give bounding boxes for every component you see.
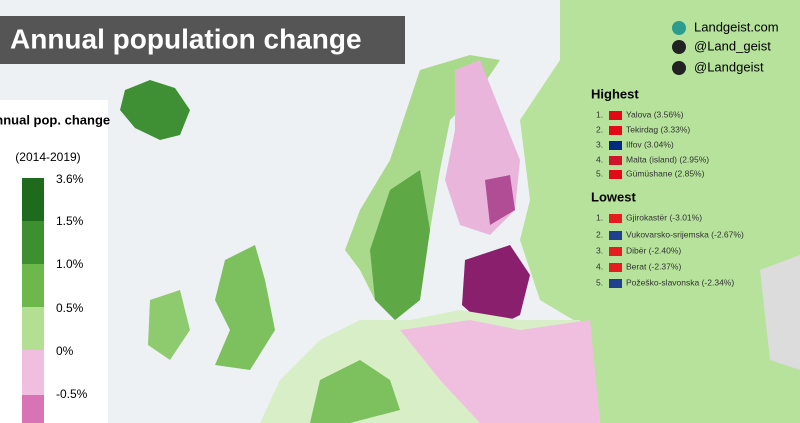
legend-swatch (22, 221, 44, 264)
sweden-south (370, 170, 430, 320)
rank: 1. (596, 212, 603, 222)
rank: 4. (596, 154, 603, 164)
legend-swatch (22, 178, 44, 221)
flag (609, 126, 622, 135)
flag (609, 111, 622, 120)
russia (520, 0, 800, 423)
item-label: Vukovarsko-srijemska (-2.67%) (626, 229, 744, 239)
title: Annual population change (10, 23, 362, 54)
item-label: Gümüshane (2.85%) (626, 168, 705, 178)
legend-label: 3.6% (56, 172, 84, 186)
social-icon (672, 40, 686, 54)
item-label: Malta (island) (2.95%) (626, 154, 709, 164)
legend-panel (0, 100, 108, 423)
flag (609, 247, 622, 256)
flag (609, 263, 622, 272)
rank: 3. (596, 139, 603, 149)
legend-swatch (22, 307, 44, 350)
rank: 3. (596, 245, 603, 255)
legend-swatch (22, 350, 44, 395)
item-label: Gjirokastër (-3.01%) (626, 212, 702, 222)
rank: 1. (596, 109, 603, 119)
rank: 2. (596, 229, 603, 239)
social-icon (672, 21, 686, 35)
social-icon (672, 61, 686, 75)
flag (609, 156, 622, 165)
iceland (120, 80, 190, 140)
eastern-europe (400, 320, 600, 423)
legend-label: 1.5% (56, 214, 84, 228)
ireland (148, 290, 190, 360)
legend-swatch (22, 264, 44, 307)
no-data-region (760, 255, 800, 370)
west-europe-green (310, 360, 400, 423)
rank: 2. (596, 124, 603, 134)
title-box (0, 16, 405, 64)
finland-east (485, 175, 515, 225)
flag (609, 214, 622, 223)
baltics (462, 245, 530, 330)
item-label: Dibër (-2.40%) (626, 245, 681, 255)
credit: @Land_geist (694, 38, 771, 53)
great-britain (215, 245, 275, 370)
legend-label: 0.5% (56, 301, 84, 315)
legend-label: 1.0% (56, 257, 84, 271)
credit: Landgeist.com (694, 19, 779, 34)
section-title: Lowest (591, 189, 636, 204)
flag (609, 231, 622, 240)
credit: @Landgeist (694, 59, 764, 74)
rank: 5. (596, 168, 603, 178)
flag (609, 170, 622, 179)
item-label: Ilfov (3.04%) (626, 139, 674, 149)
legend-title: Annual pop. change (0, 112, 110, 127)
section-title: Highest (591, 86, 639, 101)
legend-label: -0.5% (56, 387, 88, 401)
item-label: Požeško-slavonska (-2.34%) (626, 277, 734, 287)
flag (609, 279, 622, 288)
flag (609, 141, 622, 150)
item-label: Tekirdag (3.33%) (626, 124, 690, 134)
legend-label: 0% (56, 344, 74, 358)
rank: 4. (596, 261, 603, 271)
legend-subtitle: (2014-2019) (15, 150, 80, 164)
legend-swatch (22, 395, 44, 423)
rank: 5. (596, 277, 603, 287)
item-label: Yalova (3.56%) (626, 109, 684, 119)
item-label: Berat (-2.37%) (626, 261, 681, 271)
